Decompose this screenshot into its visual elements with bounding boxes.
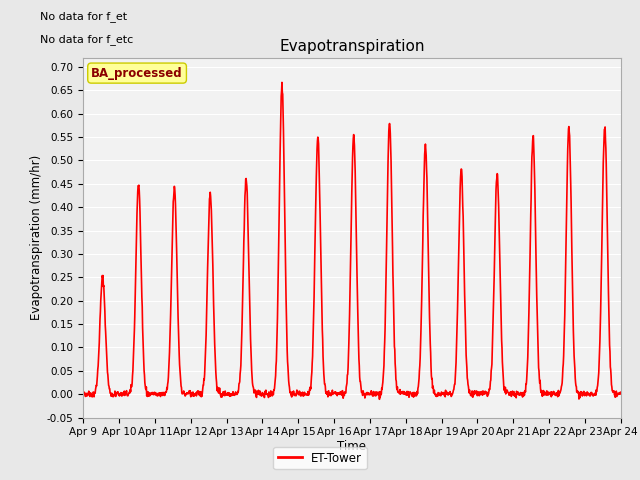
Title: Evapotranspiration: Evapotranspiration <box>279 39 425 54</box>
X-axis label: Time: Time <box>337 440 367 453</box>
Text: No data for f_et: No data for f_et <box>40 11 127 22</box>
Y-axis label: Evapotranspiration (mm/hr): Evapotranspiration (mm/hr) <box>29 155 43 320</box>
Text: No data for f_etc: No data for f_etc <box>40 34 134 45</box>
Legend: ET-Tower: ET-Tower <box>273 447 367 469</box>
Text: BA_processed: BA_processed <box>92 67 183 80</box>
